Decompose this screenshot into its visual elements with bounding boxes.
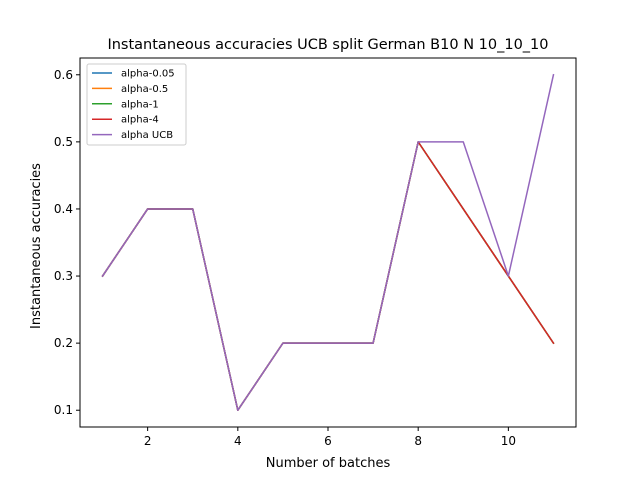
legend-label: alpha-0.05 bbox=[121, 69, 175, 80]
x-tick-label: 2 bbox=[144, 434, 152, 448]
y-axis-label: Instantaneous accuracies bbox=[29, 163, 44, 329]
y-tick-label: 0.5 bbox=[54, 135, 73, 149]
legend-label: alpha-4 bbox=[121, 115, 159, 126]
x-tick-label: 4 bbox=[234, 434, 242, 448]
x-axis-label: Number of batches bbox=[266, 456, 391, 471]
plot-area: 2 4 6 8 100.10.20.30.40.50.6 alpha-0.05alpha-… bbox=[54, 57, 577, 448]
x-tick-label: 10 bbox=[501, 434, 516, 448]
series-line-4 bbox=[101, 73, 555, 411]
x-tick-label: 6 bbox=[324, 434, 332, 448]
legend-label: alpha-0.5 bbox=[121, 84, 168, 95]
x-tick-label: 8 bbox=[414, 434, 422, 448]
y-tick-label: 0.6 bbox=[54, 68, 73, 82]
legend-label: alpha-1 bbox=[121, 99, 159, 110]
legend-label: alpha UCB bbox=[121, 130, 173, 141]
chart-title: Instantaneous accuracies UCB split Germa… bbox=[107, 37, 548, 53]
legend-box bbox=[86, 63, 187, 146]
y-tick-label: 0.1 bbox=[54, 403, 73, 417]
y-tick-label: 0.3 bbox=[54, 269, 73, 283]
chart-legend: alpha-0.05 alpha-0.5 alpha-1 alpha-4 alpha U… bbox=[86, 63, 187, 146]
y-tick-label: 0.2 bbox=[54, 336, 73, 350]
y-tick-label: 0.4 bbox=[54, 202, 73, 216]
